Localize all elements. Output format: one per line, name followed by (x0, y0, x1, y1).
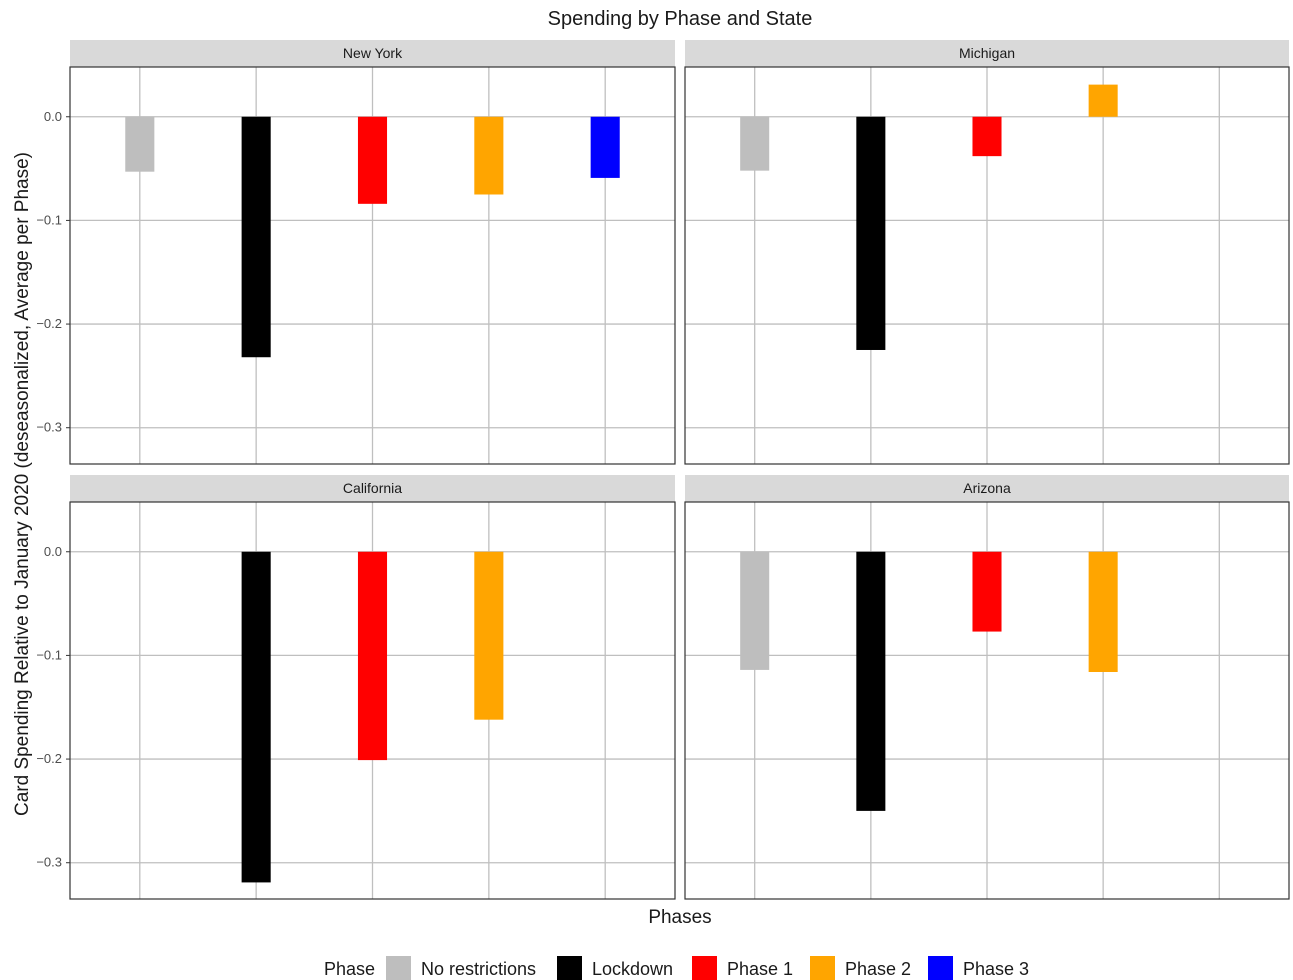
legend-key (928, 956, 953, 980)
bar (740, 551, 770, 670)
legend-title: Phase (324, 959, 375, 979)
bar (357, 116, 388, 204)
legend: Phase No restrictions Lockdown Phase 1 Phas… (324, 956, 1029, 980)
legend-label: Lockdown (592, 959, 673, 979)
panel-border (684, 501, 1290, 900)
y-tick-label: −0.3 (36, 855, 62, 870)
facet-strip (685, 40, 1289, 67)
bar (241, 116, 271, 358)
legend-key (692, 956, 717, 980)
bar (590, 116, 620, 178)
facet-panels: New York 0.0 −0.1 −0.2 −0.3 Michigan Californi… (36, 40, 1290, 900)
legend-label: Phase 3 (963, 959, 1029, 979)
panel: California 0.0 −0.1 −0.2 −0.3 (36, 475, 676, 900)
facet-title: Arizona (963, 480, 1011, 496)
legend-label: No restrictions (421, 959, 536, 979)
legend-label: Phase 1 (727, 959, 793, 979)
y-tick-label: 0.0 (44, 544, 62, 559)
bar (125, 116, 155, 172)
y-axis-label: Card Spending Relative to January 2020 (… (12, 152, 33, 816)
y-tick-label: −0.1 (36, 212, 62, 227)
facet-title: Michigan (959, 45, 1015, 61)
legend-label: Phase 2 (845, 959, 911, 979)
bar (474, 116, 504, 195)
panel-border (684, 66, 1290, 465)
y-tick-label: 0.0 (44, 109, 62, 124)
bar (972, 116, 1002, 157)
facet-strip (70, 475, 675, 502)
bar (474, 551, 504, 720)
bar (740, 116, 770, 171)
facet-strip (685, 475, 1289, 502)
y-tick-label: −0.3 (36, 420, 62, 435)
bar (357, 551, 388, 761)
facet-title: California (343, 480, 402, 496)
legend-key (810, 956, 835, 980)
panel: Michigan (684, 40, 1290, 465)
x-axis-label: Phases (648, 907, 711, 928)
chart-title: Spending by Phase and State (548, 8, 813, 30)
legend-key (557, 956, 582, 980)
bar (856, 551, 886, 811)
bar (972, 551, 1002, 632)
bar (1088, 84, 1118, 117)
panel-border (69, 66, 676, 465)
panel: New York 0.0 −0.1 −0.2 −0.3 (36, 40, 676, 465)
panel-border (69, 501, 676, 900)
legend-key (386, 956, 411, 980)
bar (1088, 551, 1118, 672)
facet-title: New York (343, 45, 403, 61)
y-tick-label: −0.2 (36, 751, 62, 766)
y-tick-label: −0.2 (36, 316, 62, 331)
bar (856, 116, 886, 350)
y-tick-label: −0.1 (36, 647, 62, 662)
bar (241, 551, 271, 883)
panel: Arizona (684, 475, 1290, 900)
facet-strip (70, 40, 675, 67)
